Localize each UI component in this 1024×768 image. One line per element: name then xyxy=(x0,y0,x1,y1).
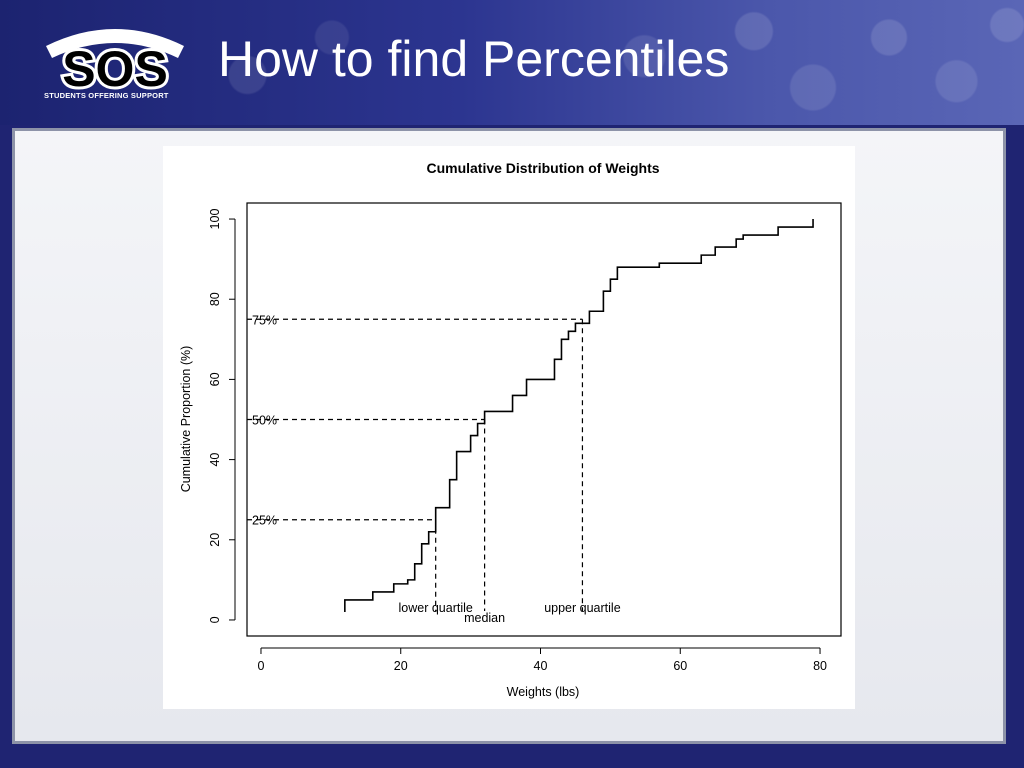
ecdf-step-line xyxy=(344,219,814,612)
header-photo-background xyxy=(180,0,1024,125)
slide-header: SOS STUDENTS OFFERING SUPPORT How to fin… xyxy=(0,0,1024,125)
y-tick-label-5: 100 xyxy=(208,209,222,230)
sos-logo: SOS xyxy=(46,29,184,100)
x-tick-label-0: 0 xyxy=(257,659,264,673)
y-tick-label-1: 20 xyxy=(208,533,222,547)
logo-banner-shape xyxy=(46,29,184,58)
x-tick-label-3: 60 xyxy=(673,659,687,673)
y-tick-label-0: 0 xyxy=(208,616,222,623)
step-series xyxy=(344,219,814,612)
plot-frame xyxy=(246,202,842,637)
percentile-guides: 25% lower quartile 50% median 75% upper quart… xyxy=(247,313,621,625)
quartile-name-1: median xyxy=(464,611,505,625)
y-axis-label: Cumulative Proportion (%) xyxy=(179,346,193,493)
axes-layer: 0 20 40 60 80 0 20 40 60 80 100 xyxy=(208,209,827,673)
quartile-name-2: upper quartile xyxy=(544,601,620,615)
x-axis-label: Weights (lbs) xyxy=(507,685,580,699)
percentile-label-1: 50% xyxy=(252,414,277,428)
y-tick-label-3: 60 xyxy=(208,372,222,386)
y-tick-label-2: 40 xyxy=(208,453,222,467)
logo-tagline: STUDENTS OFFERING SUPPORT xyxy=(44,91,169,100)
x-tick-label-4: 80 xyxy=(813,659,827,673)
quartile-name-0: lower quartile xyxy=(399,601,473,615)
page-title: How to find Percentiles xyxy=(218,31,730,87)
logo-text: SOS xyxy=(62,41,168,97)
chart-title: Cumulative Distribution of Weights xyxy=(426,160,659,176)
percentile-label-2: 75% xyxy=(252,313,277,327)
cdf-chart: Cumulative Distribution of Weights 0 20 40… xyxy=(179,160,842,699)
y-tick-label-4: 80 xyxy=(208,292,222,306)
percentile-label-0: 25% xyxy=(252,514,277,528)
x-tick-label-2: 40 xyxy=(534,659,548,673)
x-tick-label-1: 20 xyxy=(394,659,408,673)
chart-container: Cumulative Distribution of Weights 0 20 40… xyxy=(163,146,855,709)
